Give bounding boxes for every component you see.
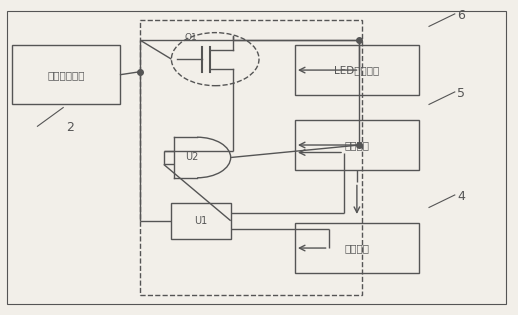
Bar [295, 223, 419, 273]
Text: U2: U2 [185, 152, 199, 163]
Bar [171, 203, 231, 239]
Text: 电池充电电路: 电池充电电路 [47, 70, 84, 80]
Text: 4: 4 [457, 190, 465, 203]
Text: Q1: Q1 [184, 33, 197, 42]
Text: U1: U1 [194, 216, 208, 226]
Text: 对时电路: 对时电路 [344, 243, 369, 253]
Text: 主控电路: 主控电路 [344, 140, 369, 150]
Bar [295, 45, 419, 95]
Bar [12, 45, 120, 104]
Bar [140, 20, 362, 295]
Text: 2: 2 [66, 121, 74, 134]
Text: 5: 5 [457, 87, 465, 100]
Text: 6: 6 [457, 9, 465, 22]
Bar [295, 120, 419, 170]
Text: LED驱动电路: LED驱动电路 [334, 65, 380, 75]
